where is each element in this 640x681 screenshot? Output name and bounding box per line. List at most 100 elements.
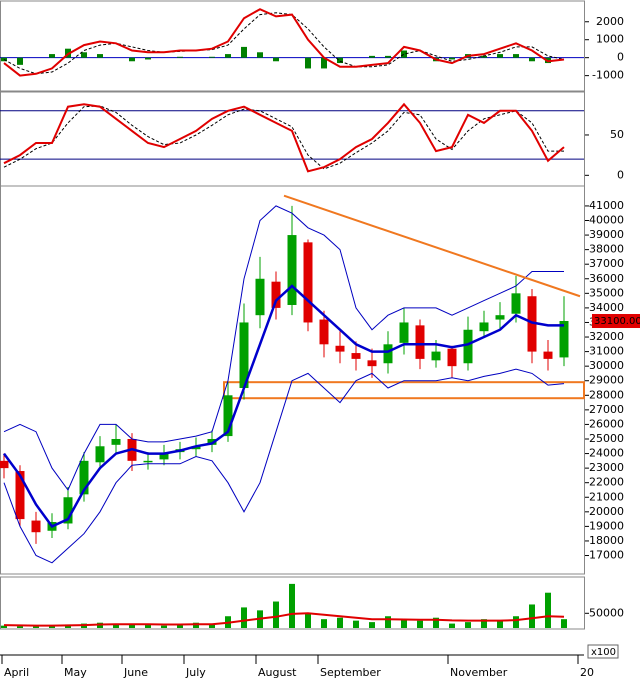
volume-bar [465, 622, 471, 628]
y-tick-label: 36000 [589, 272, 624, 285]
trendline [283, 194, 581, 298]
volume-bar [145, 625, 151, 628]
indicator-line [3, 205, 564, 491]
volume-bar [337, 617, 343, 628]
y-tick-label: 22000 [589, 476, 624, 489]
histogram-bar [449, 57, 455, 60]
y-tick-label: 1000 [596, 33, 624, 46]
candle-body [79, 460, 89, 495]
last-price-label: 33100.00 [594, 316, 640, 327]
signal-line [3, 12, 565, 75]
volume-bar [513, 616, 519, 628]
y-tick-label: 50000 [589, 606, 624, 619]
histogram-bar [209, 56, 215, 58]
unit-label: x100 [591, 647, 616, 658]
histogram-bar [129, 57, 135, 62]
candle-body [239, 322, 249, 389]
panel-frame [0, 0, 585, 92]
y-tick-label: -1000 [592, 69, 624, 82]
y-tick-label: 19000 [589, 519, 624, 532]
volume-bar [305, 613, 311, 628]
volume-bar [369, 622, 375, 628]
volume-bar [273, 601, 279, 628]
unit-box [587, 644, 619, 659]
volume-bar [545, 592, 551, 628]
y-tick-label: 37000 [589, 257, 624, 270]
candle-body [287, 235, 297, 305]
candle-body [15, 471, 25, 520]
support-zone [223, 381, 585, 400]
histogram-bar [497, 54, 503, 58]
histogram-bar [401, 50, 407, 58]
volume-bar [529, 604, 535, 628]
candle-body [543, 351, 553, 359]
candle-body [223, 395, 233, 437]
x-tick-label: July [185, 666, 206, 679]
histogram-bar [257, 52, 263, 58]
x-tick-label: September [320, 666, 381, 679]
histogram-bar [225, 54, 231, 58]
y-tick-label: 26000 [589, 417, 624, 430]
y-tick-label: 24000 [589, 447, 624, 460]
y-tick-label: 39000 [589, 228, 624, 241]
y-tick-label: 23000 [589, 461, 624, 474]
volume-bar [33, 626, 39, 628]
volume-bar [129, 624, 135, 628]
histogram-bar [81, 52, 87, 58]
y-tick-label: 27000 [589, 403, 624, 416]
y-tick-label: 41000 [589, 199, 624, 212]
candle-body [527, 296, 537, 352]
y-tick-label: 20000 [589, 505, 624, 518]
volume-bar [113, 623, 119, 628]
volume-bar [561, 619, 567, 628]
y-tick-label: 35000 [589, 286, 624, 299]
volume-bar [353, 620, 359, 628]
indicator-line [3, 8, 565, 77]
volume-bar [449, 623, 455, 628]
candle-body [495, 315, 505, 320]
y-tick-label: 32000 [589, 330, 624, 343]
candle-body [399, 322, 409, 343]
histogram-bar [177, 56, 183, 58]
histogram-bar [513, 54, 519, 58]
volume-bar [161, 625, 167, 628]
candle-body [0, 460, 9, 469]
x-tick-label: 20 [580, 666, 594, 679]
y-tick-label: 30000 [589, 359, 624, 372]
histogram-bar [321, 57, 327, 69]
volume-bar [433, 617, 439, 628]
volume-bar [401, 619, 407, 628]
x-tick-label: April [4, 666, 29, 679]
x-tick-label: June [123, 666, 148, 679]
histogram-bar [97, 54, 103, 58]
volume-bar [481, 619, 487, 628]
candle-body [447, 348, 457, 367]
candle-body [335, 345, 345, 352]
indicator-line [3, 368, 565, 564]
histogram-bar [305, 57, 311, 69]
histogram-bar [145, 57, 151, 60]
histogram-bar [17, 57, 23, 65]
indicator-line [3, 612, 565, 627]
candle-body [271, 281, 281, 308]
candle-body [511, 293, 521, 314]
candle-body [191, 446, 201, 450]
volume-bar [1, 625, 7, 628]
last-price-box [592, 314, 640, 329]
candle-body [63, 497, 73, 524]
candle-body [479, 322, 489, 332]
volume-bar [241, 607, 247, 628]
y-tick-label: 0 [617, 51, 624, 64]
candle-body [319, 319, 329, 345]
x-tick-label: May [64, 666, 87, 679]
y-tick-label: 38000 [589, 243, 624, 256]
candle-body [303, 242, 313, 323]
candle-body [383, 344, 393, 364]
panel-frame [0, 576, 585, 630]
panel-frame [0, 185, 585, 575]
candle-body [351, 353, 361, 359]
y-tick-label: 17000 [589, 549, 624, 562]
y-tick-label: 31000 [589, 345, 624, 358]
y-tick-label: 2000 [596, 15, 624, 28]
